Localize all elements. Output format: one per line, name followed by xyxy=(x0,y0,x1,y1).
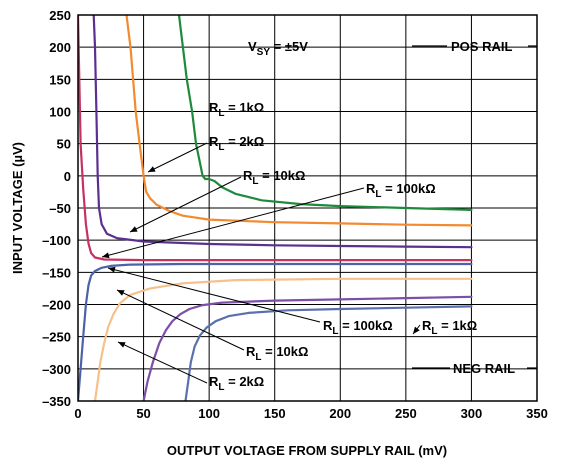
arrow-head xyxy=(130,226,138,232)
x-tick-label: 250 xyxy=(395,406,417,421)
x-axis-title: OUTPUT VOLTAGE FROM SUPPLY RAIL (mV) xyxy=(167,443,447,458)
series-pos-10k xyxy=(92,15,473,249)
plot-frame xyxy=(77,14,538,402)
y-tick-label: 50 xyxy=(57,137,71,152)
label-arrow xyxy=(116,289,245,351)
arrow-head xyxy=(102,252,110,259)
y-tick-label: 0 xyxy=(64,169,71,184)
label-pos-rl-10k: RL = 10kΩ xyxy=(243,168,305,187)
gridlines xyxy=(78,15,537,401)
y-tick-label: 250 xyxy=(49,8,71,23)
label-neg-rl-1k: RL = 1kΩ xyxy=(422,318,477,337)
series-neg-10k xyxy=(142,295,473,401)
label-arrows xyxy=(101,142,421,384)
y-tick-label: –200 xyxy=(42,298,71,313)
label-arrow xyxy=(117,341,208,384)
series-pos-1k xyxy=(177,15,473,211)
y-tick-label: 200 xyxy=(49,40,71,55)
arrow-head xyxy=(108,266,116,273)
y-tick-label: –150 xyxy=(42,265,71,280)
x-tick-label: 350 xyxy=(526,406,548,421)
label-neg-rl-10k: RL = 10kΩ xyxy=(246,344,308,363)
x-tick-label: 200 xyxy=(329,406,351,421)
arrow-head xyxy=(413,326,420,334)
label-arrow xyxy=(101,187,365,258)
x-tick-label: 150 xyxy=(264,406,286,421)
series-labels: RL = 1kΩ RL = 2kΩ RL = 10kΩ RL = 100kΩ RL = … xyxy=(209,100,477,393)
x-tick-label: 50 xyxy=(136,406,150,421)
label-pos-rl-100k: RL = 100kΩ xyxy=(366,181,436,200)
label-pos-rl-1k: RL = 1kΩ xyxy=(209,100,264,119)
y-tick-label: –50 xyxy=(49,201,71,216)
arrow-head xyxy=(117,290,125,296)
y-tick-label: –250 xyxy=(42,330,71,345)
y-tick-label: –300 xyxy=(42,362,71,377)
data-series xyxy=(78,15,473,401)
x-tick-label: 0 xyxy=(74,406,81,421)
y-tick-label: 100 xyxy=(49,105,71,120)
x-tick-label: 300 xyxy=(461,406,483,421)
label-pos-rl-2k: RL = 2kΩ xyxy=(209,134,264,153)
tick-labels: 0 50 100 150 200 250 300 350 250 200 150 100 50 0 –50 –… xyxy=(42,8,548,421)
pos-rail-label: POS RAIL xyxy=(451,39,512,54)
arrow-head xyxy=(148,166,156,172)
series-neg-100k xyxy=(78,262,473,401)
arrow-head xyxy=(118,342,126,348)
label-arrow xyxy=(129,176,242,233)
series-neg-2k xyxy=(93,277,473,401)
y-tick-label: 150 xyxy=(49,72,71,87)
series-neg-1k xyxy=(184,305,473,401)
series-pos-100k xyxy=(78,15,473,262)
vsy-annotation: VSY = ±5V xyxy=(248,39,308,58)
label-neg-rl-100k: RL = 100kΩ xyxy=(323,318,393,337)
label-neg-rl-2k: RL = 2kΩ xyxy=(209,374,264,393)
label-arrow xyxy=(147,142,208,173)
y-axis-title: INPUT VOLTAGE (µV) xyxy=(10,142,25,274)
label-arrow xyxy=(107,267,321,323)
neg-rail-label: NEG RAIL xyxy=(453,361,515,376)
y-tick-label: –350 xyxy=(42,394,71,409)
annotations: VSY = ±5V POS RAIL NEG RAIL xyxy=(248,39,537,376)
x-tick-label: 100 xyxy=(198,406,220,421)
y-tick-label: –100 xyxy=(42,233,71,248)
series-pos-2k xyxy=(125,15,473,227)
